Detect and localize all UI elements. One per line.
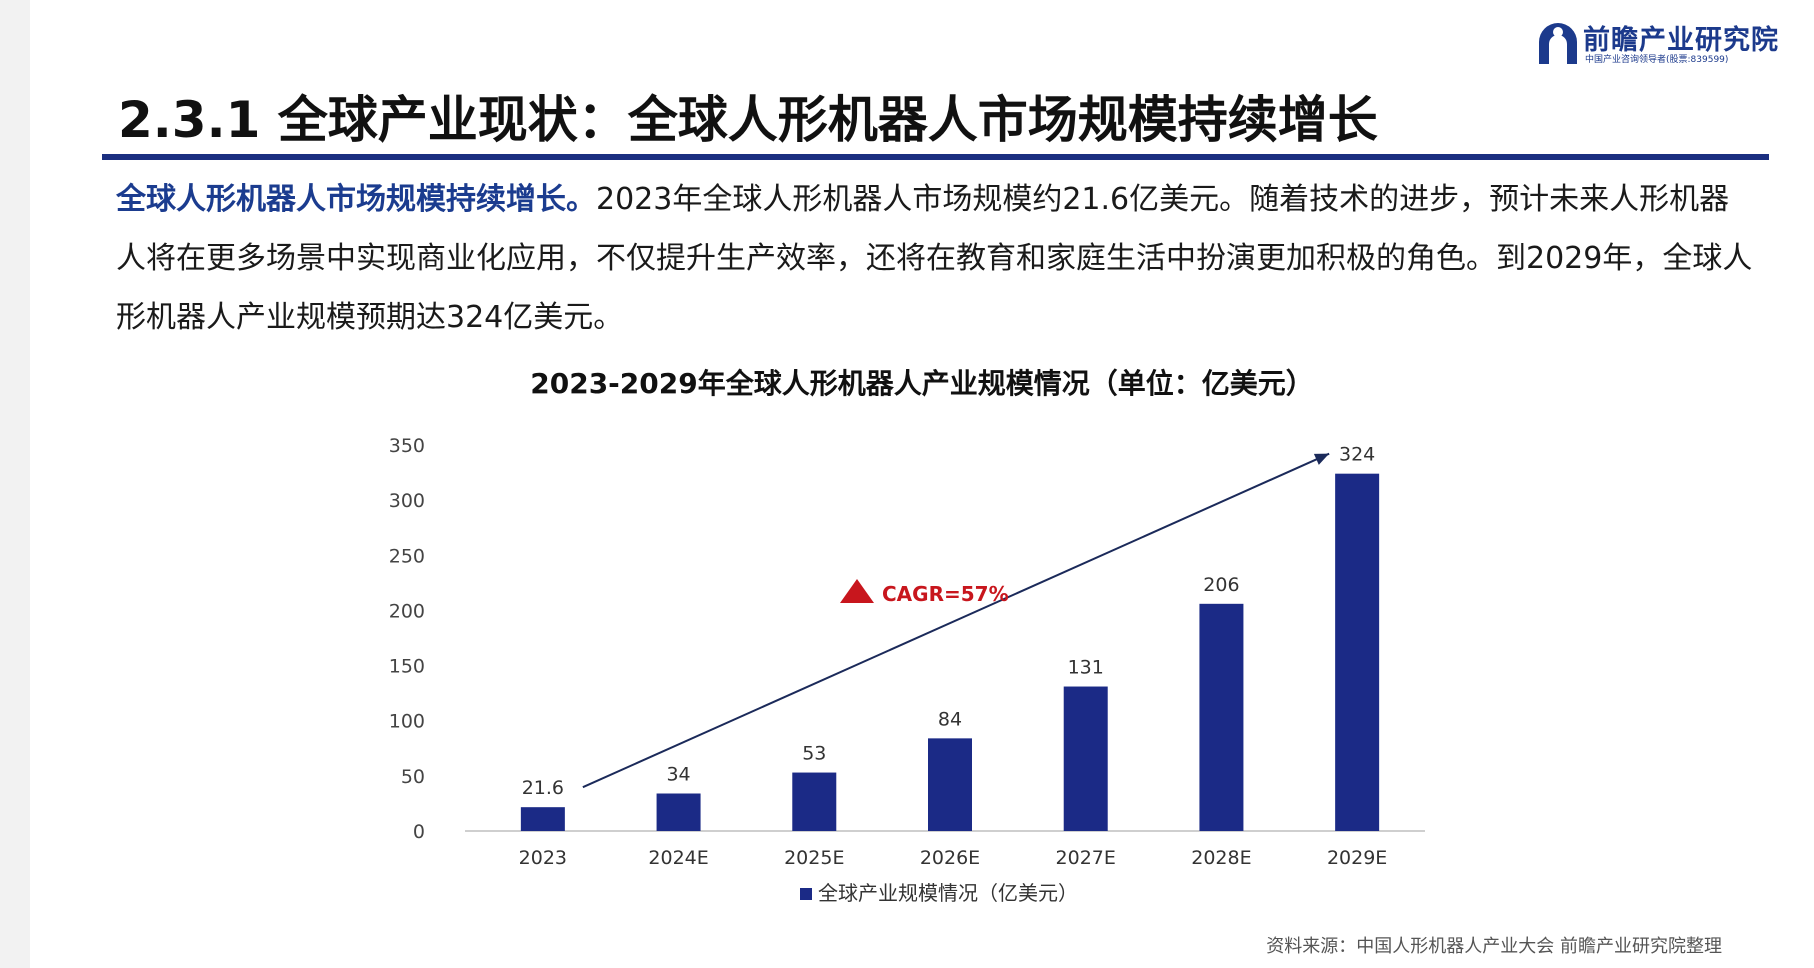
page-title: 2.3.1 全球产业现状：全球人形机器人市场规模持续增长 — [118, 91, 1378, 149]
legend-label: 全球产业规模情况（亿美元） — [818, 881, 1078, 905]
slide: 前瞻产业研究院 中国产业咨询领导者(股票:839599) 2.3.1 全球产业现… — [30, 0, 1814, 968]
data-label: 324 — [1339, 444, 1375, 466]
data-label: 131 — [1068, 657, 1104, 679]
bar-chart: 0 50 100 150 200 250 300 350 21.6 2023 34 2024E 53 20… — [389, 435, 1425, 905]
y-tick-label: 300 — [389, 490, 425, 512]
y-tick-label: 250 — [389, 545, 425, 567]
trend-arrowhead-icon — [1313, 453, 1330, 465]
chart-title: 2023-2029年全球人形机器人产业规模情况（单位：亿美元） — [530, 367, 1314, 400]
intro-lead: 全球人形机器人市场规模持续增长。 — [116, 182, 596, 217]
y-tick-label: 350 — [389, 435, 425, 457]
intro-paragraph: 全球人形机器人市场规模持续增长。2023年全球人形机器人市场规模约21.6亿美元… — [116, 170, 1756, 347]
cagr-annotation: CAGR=57% — [882, 582, 1009, 606]
bar-2027e — [1063, 686, 1108, 831]
logo-subtitle: 中国产业咨询领导者(股票:839599) — [1585, 55, 1729, 65]
x-tick-label: 2028E — [1191, 847, 1251, 869]
bar-2024e — [656, 793, 701, 831]
x-tick-label: 2024E — [648, 847, 708, 869]
data-label: 206 — [1203, 574, 1239, 596]
title-divider — [102, 154, 1769, 160]
bar-2028e — [1199, 603, 1244, 831]
bar-2026e — [928, 738, 972, 831]
legend-swatch — [800, 888, 812, 900]
x-tick-label: 2027E — [1056, 847, 1116, 869]
logo: 前瞻产业研究院 中国产业咨询领导者(股票:839599) — [1535, 18, 1805, 68]
data-label: 84 — [938, 708, 962, 730]
y-tick-label: 50 — [401, 766, 425, 788]
trend-arrow-line — [582, 452, 1330, 789]
data-label: 21.6 — [522, 777, 564, 799]
y-tick-label: 100 — [389, 711, 425, 733]
bar-2023 — [520, 807, 565, 831]
up-triangle-icon — [840, 579, 874, 603]
x-tick-label: 2025E — [784, 847, 844, 869]
y-tick-label: 150 — [389, 656, 425, 678]
data-label: 53 — [802, 743, 826, 765]
y-tick-label: 200 — [389, 600, 425, 622]
logo-mark-icon — [1539, 23, 1577, 64]
logo-name: 前瞻产业研究院 — [1583, 25, 1779, 56]
bar-2029e — [1335, 473, 1380, 831]
intro-body: 2023年全球人形机器人市场规模约21.6亿美元。随着技术的进步，预计未来人形机… — [116, 182, 1753, 335]
bar-2025e — [792, 772, 837, 831]
x-tick-label: 2029E — [1327, 847, 1387, 869]
x-tick-label: 2023 — [519, 847, 567, 869]
y-tick-label: 0 — [413, 821, 425, 843]
source-note: 资料来源：中国人形机器人产业大会 前瞻产业研究院整理 — [1266, 936, 1722, 957]
data-label: 34 — [666, 764, 690, 786]
x-tick-label: 2026E — [920, 847, 980, 869]
